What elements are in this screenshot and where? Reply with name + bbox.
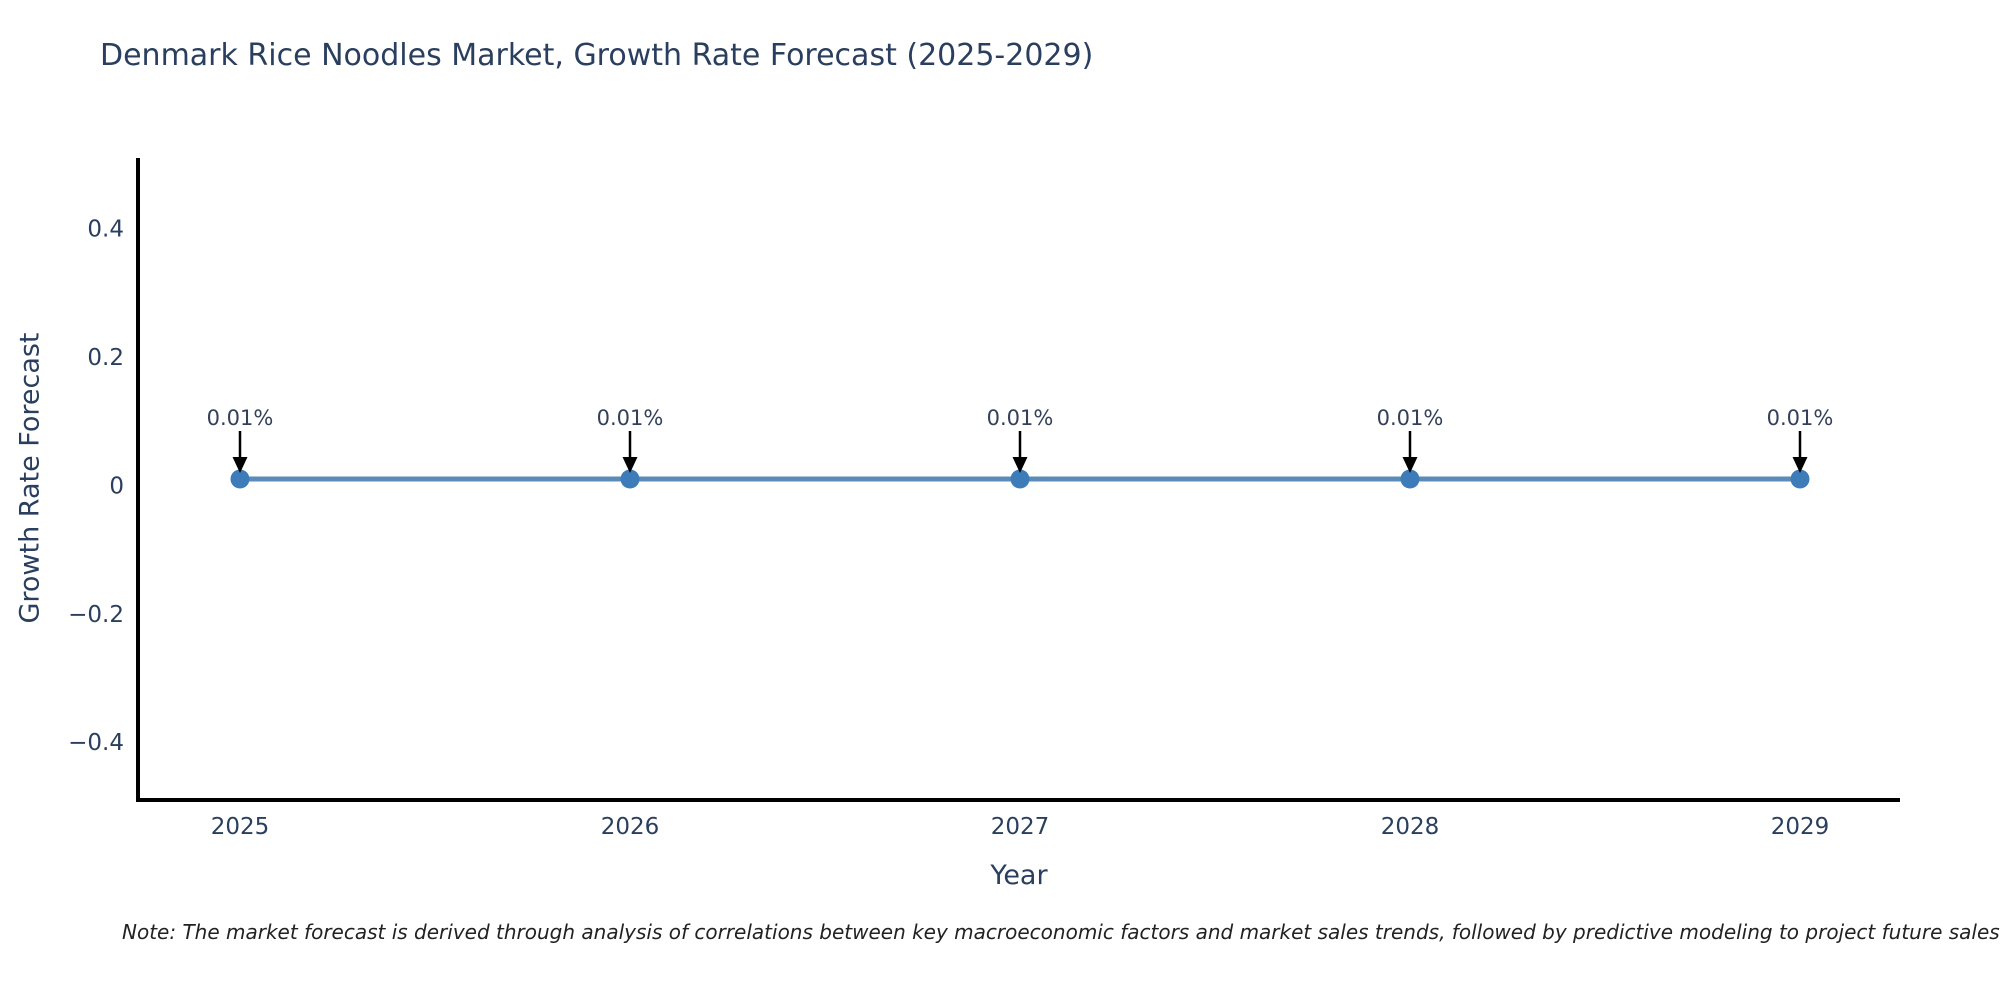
y-tick-label: −0.4 [68,730,124,756]
point-annotation: 0.01% [987,406,1054,473]
annotation-arrowhead-icon [1402,457,1418,473]
annotation-label: 0.01% [1767,406,1834,430]
x-tick-label: 2026 [601,814,660,840]
data-point-marker[interactable] [1400,469,1420,489]
x-tick-label: 2027 [991,814,1050,840]
point-annotation: 0.01% [1767,406,1834,473]
annotation-arrowhead-icon [622,457,638,473]
annotation-arrowhead-icon [1012,457,1028,473]
annotation-arrowhead-icon [232,457,248,473]
chart-title: Denmark Rice Noodles Market, Growth Rate… [100,38,1094,73]
annotation-arrowhead-icon [1792,457,1808,473]
annotation-label: 0.01% [207,406,274,430]
point-annotation: 0.01% [597,406,664,473]
x-tick-label: 2029 [1771,814,1830,840]
x-axis-title: Year [990,860,1048,891]
annotation-label: 0.01% [597,406,664,430]
data-point-marker[interactable] [1790,469,1810,489]
y-tick-label: −0.2 [68,602,124,628]
data-point-marker[interactable] [620,469,640,489]
x-tick-label: 2028 [1381,814,1440,840]
data-point-marker[interactable] [230,469,250,489]
data-point-marker[interactable] [1010,469,1030,489]
point-annotation: 0.01% [1377,406,1444,473]
y-tick-label: 0.2 [87,345,124,371]
x-tick-label: 2025 [211,814,270,840]
annotation-label: 0.01% [1377,406,1444,430]
y-tick-label: 0 [109,473,124,499]
point-annotation: 0.01% [207,406,274,473]
annotation-label: 0.01% [987,406,1054,430]
y-tick-label: 0.4 [87,217,124,243]
footnote: Note: The market forecast is derived thr… [122,920,2000,944]
